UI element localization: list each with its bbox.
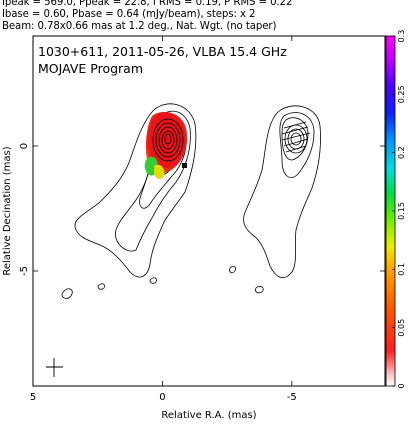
contour-island-2 [97,283,105,290]
colorbar-tick-label: 0.1 [397,263,406,276]
header-line-2: Ibase = 0.60, Pbase = 0.64 (mJy/beam), s… [2,9,256,20]
pol-island-2 [255,285,264,294]
y-tick-label: 0 [19,143,30,149]
colorbar-ticks: 0 0.05 0.1 0.15 0.2 0.25 0.3 [392,30,406,389]
y-axis: 0 -5 [19,143,385,276]
contour-island-3 [149,277,157,284]
colorbar-tick-label: 0.15 [397,202,406,220]
polarization-peak-pixel [182,163,187,168]
polarization-panel [229,105,321,294]
header-line-3: Beam: 0.78x0.66 mas at 1.2 deg., Nat. Wg… [2,21,277,32]
pol-contour-outer [243,105,321,279]
pol-contour-2 [279,112,315,178]
contour-core-2 [155,122,181,158]
x-tick-label: 0 [159,392,165,403]
evpa-sticks [281,121,311,153]
pol-contour-6 [290,132,302,146]
polarization-yellow [154,164,165,179]
beam-cross [46,358,63,377]
y-axis-label: Relative Decination (mas) [2,146,13,275]
contour-core-4 [161,130,175,150]
chart-title: 1030+611, 2011-05-26, VLBA 15.4 GHz [38,44,287,59]
y-tick-label: -5 [19,266,30,276]
contour-core-5 [164,133,172,145]
contour-island-1 [61,288,73,299]
total-intensity-panel [61,103,197,299]
colorbar-tick-label: 0.3 [397,30,406,43]
colorbar-tick-label: 0 [397,383,406,388]
plot-frame [32,35,386,387]
x-tick-label: 5 [30,392,36,403]
contour-outer [74,103,197,278]
pol-contour-3 [281,117,309,161]
contour-core-1 [152,118,184,162]
header-line-1: Ipeak = 569.0, Ppeak = 22.8, I RMS = 0.1… [2,0,293,8]
x-axis-label: Relative R.A. (mas) [161,410,256,421]
pol-island-1 [229,265,237,274]
colorbar-tick-label: 0.2 [397,146,406,159]
x-tick-label: -5 [287,392,297,403]
chart-subtitle: MOJAVE Program [38,61,143,76]
x-axis: 5 0 -5 [30,36,297,403]
colorbar-tick-label: 0.05 [397,319,406,337]
contour-core-3 [158,126,178,154]
colorbar-tick-label: 0.25 [397,85,406,103]
